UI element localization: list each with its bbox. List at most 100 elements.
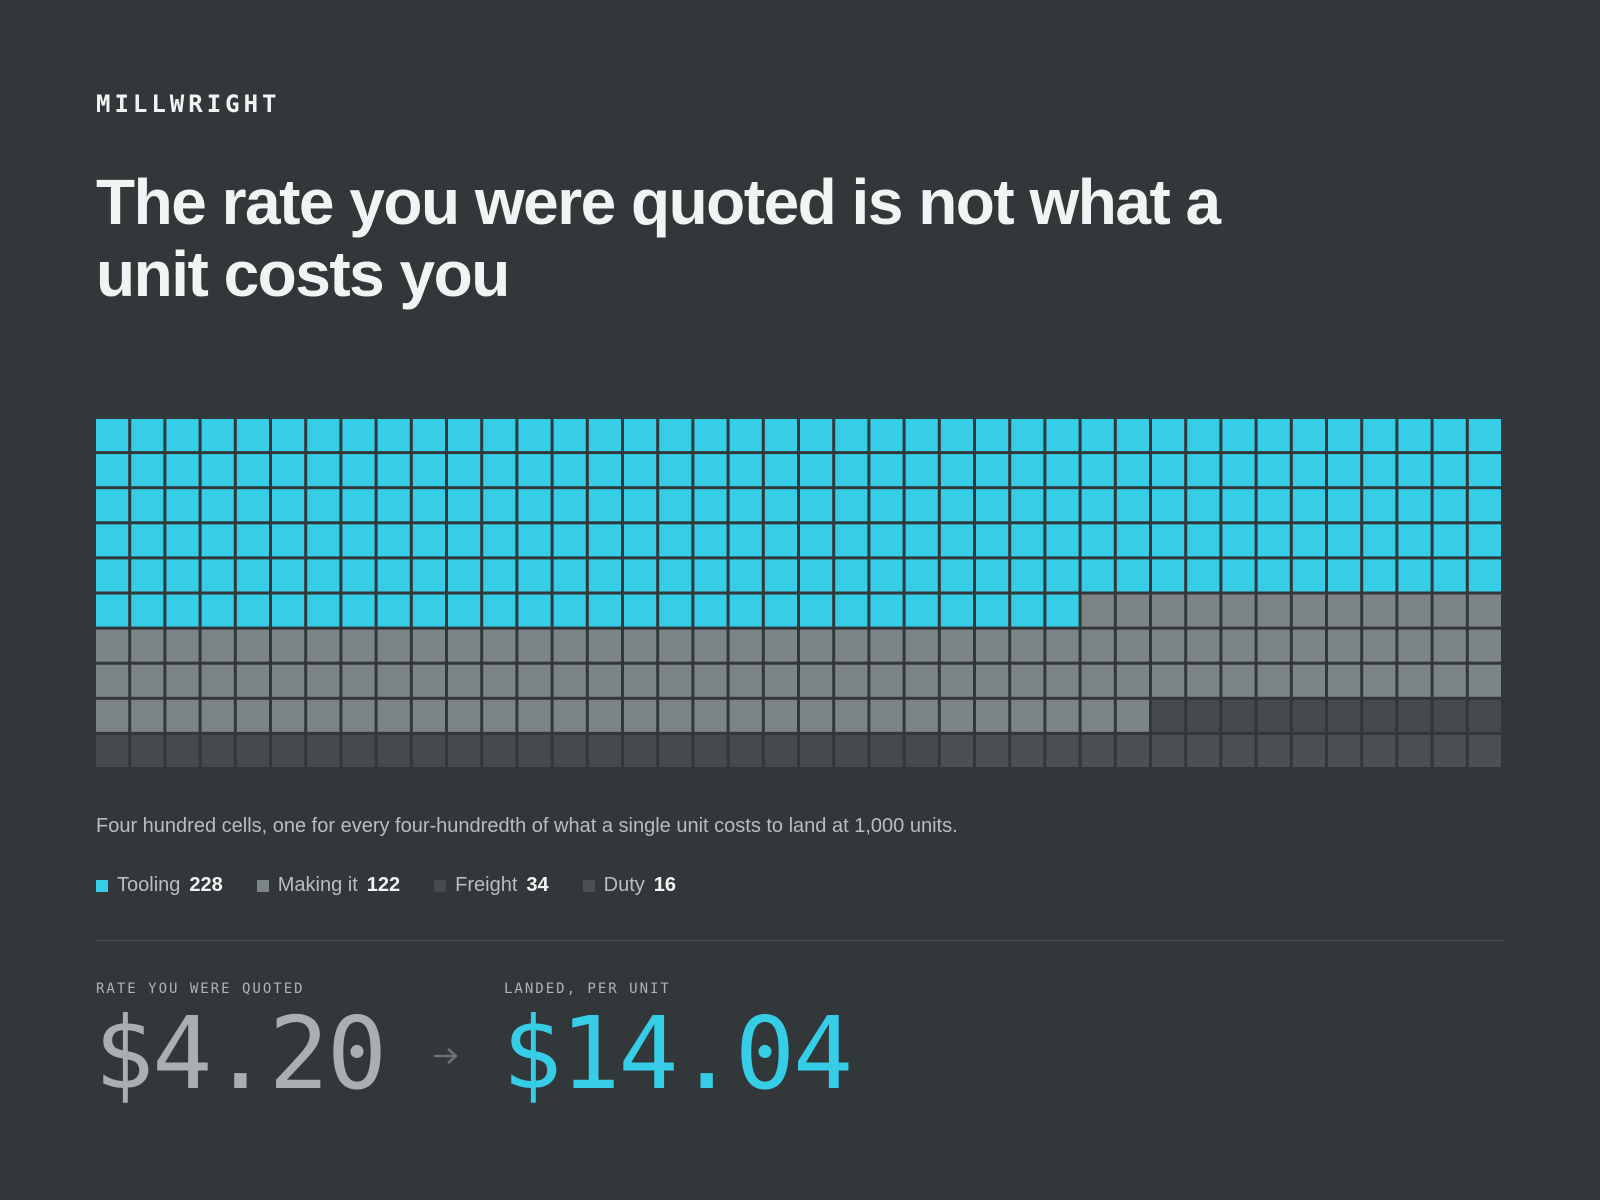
waffle-cell: [694, 559, 727, 592]
waffle-cell: [1081, 524, 1114, 557]
waffle-cell: [307, 454, 340, 487]
waffle-cell: [342, 699, 375, 732]
waffle-cell: [201, 594, 234, 627]
waffle-cell: [1116, 629, 1149, 662]
waffle-cell: [1046, 594, 1079, 627]
waffle-cell: [236, 454, 269, 487]
waffle-cell: [342, 664, 375, 697]
waffle-cell: [377, 664, 410, 697]
waffle-cell: [1011, 559, 1044, 592]
waffle-cell: [694, 664, 727, 697]
waffle-cell: [729, 629, 762, 662]
landed-label: LANDED, PER UNIT: [504, 981, 671, 997]
waffle-cell: [764, 524, 797, 557]
waffle-cell: [342, 419, 375, 452]
waffle-cell: [483, 489, 516, 522]
waffle-cell: [800, 664, 833, 697]
waffle-cell: [1046, 524, 1079, 557]
waffle-cell: [272, 629, 305, 662]
waffle-cell: [976, 489, 1009, 522]
waffle-cell: [483, 629, 516, 662]
waffle-cell: [835, 524, 868, 557]
waffle-cell: [940, 454, 973, 487]
waffle-cell: [588, 664, 621, 697]
waffle-cell: [729, 664, 762, 697]
waffle-cell: [694, 524, 727, 557]
waffle-cell: [1011, 454, 1044, 487]
waffle-cell: [448, 664, 481, 697]
waffle-cell: [483, 419, 516, 452]
waffle-cell: [940, 629, 973, 662]
waffle-cell: [131, 734, 164, 767]
waffle-cell: [905, 629, 938, 662]
waffle-cell: [553, 734, 586, 767]
waffle-cell: [1222, 699, 1255, 732]
waffle-cell: [201, 559, 234, 592]
waffle-cell: [1292, 734, 1325, 767]
waffle-cell: [729, 699, 762, 732]
waffle-cell: [553, 699, 586, 732]
waffle-cell: [1187, 699, 1220, 732]
waffle-cell: [1222, 559, 1255, 592]
waffle-cell: [518, 594, 551, 627]
waffle-cell: [624, 419, 657, 452]
waffle-cell: [518, 664, 551, 697]
waffle-cell: [1433, 594, 1466, 627]
waffle-cell: [96, 734, 129, 767]
waffle-cell: [307, 699, 340, 732]
waffle-cell: [166, 629, 199, 662]
waffle-cell: [1292, 419, 1325, 452]
waffle-cell: [800, 419, 833, 452]
waffle-cell: [1011, 629, 1044, 662]
waffle-cell: [659, 699, 692, 732]
waffle-cell: [1292, 699, 1325, 732]
waffle-cell: [377, 524, 410, 557]
waffle-cell: [905, 524, 938, 557]
waffle-cell: [1363, 489, 1396, 522]
waffle-cell: [166, 454, 199, 487]
waffle-cell: [1433, 664, 1466, 697]
waffle-cell: [1187, 489, 1220, 522]
waffle-cell: [1116, 699, 1149, 732]
divider: [96, 940, 1504, 941]
waffle-cell: [1116, 559, 1149, 592]
waffle-cell: [800, 629, 833, 662]
legend: Tooling 228 Making it 122 Freight 34 Duty 16: [96, 874, 676, 897]
waffle-cell: [1363, 559, 1396, 592]
waffle-cell: [96, 594, 129, 627]
waffle-cell: [659, 664, 692, 697]
waffle-cell: [553, 524, 586, 557]
waffle-cell: [201, 419, 234, 452]
waffle-cell: [1257, 524, 1290, 557]
waffle-cell: [201, 489, 234, 522]
waffle-cell: [835, 489, 868, 522]
waffle-cell: [1398, 594, 1431, 627]
waffle-cell: [483, 594, 516, 627]
waffle-cell: [588, 489, 621, 522]
waffle-cell: [659, 559, 692, 592]
waffle-cell: [342, 489, 375, 522]
waffle-cell: [448, 594, 481, 627]
waffle-cell: [764, 629, 797, 662]
waffle-cell: [1468, 629, 1501, 662]
waffle-cell: [764, 664, 797, 697]
waffle-cell: [940, 734, 973, 767]
quoted-value: $4.20: [94, 995, 387, 1112]
waffle-cell: [764, 594, 797, 627]
waffle-cell: [1222, 629, 1255, 662]
waffle-cell: [1292, 454, 1325, 487]
waffle-cell: [236, 699, 269, 732]
waffle-cell: [518, 699, 551, 732]
waffle-cell: [800, 734, 833, 767]
waffle-cell: [729, 489, 762, 522]
waffle-cell: [1292, 489, 1325, 522]
waffle-cell: [518, 559, 551, 592]
waffle-cell: [307, 524, 340, 557]
waffle-cell: [694, 734, 727, 767]
waffle-cell: [412, 419, 445, 452]
waffle-cell: [1398, 419, 1431, 452]
waffle-cell: [272, 664, 305, 697]
waffle-cell: [1468, 524, 1501, 557]
waffle-cell: [1187, 524, 1220, 557]
waffle-cell: [940, 699, 973, 732]
